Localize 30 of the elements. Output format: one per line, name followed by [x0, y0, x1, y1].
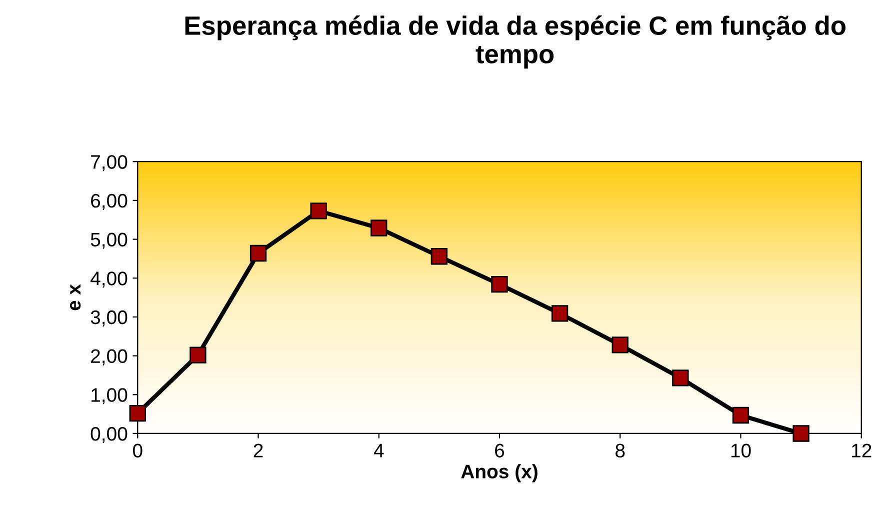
y-tick-label: 6,00: [91, 194, 128, 210]
chart-title: Esperança média de vida da espécie C em função do tempo: [185, 15, 846, 69]
point: [310, 202, 327, 220]
y-tick-label: 3,00: [90, 310, 128, 326]
point: [792, 425, 810, 442]
y-axis-title: e x: [70, 284, 81, 310]
point: [250, 244, 267, 262]
x-tick-label: 12: [852, 444, 872, 458]
y-tick-label: 7,00: [91, 155, 128, 172]
point: [672, 370, 689, 386]
point: [551, 305, 568, 322]
point: [370, 220, 388, 236]
y-tick-label: 1,00: [92, 388, 128, 404]
x-tick-label: 4: [374, 444, 384, 458]
x-tick-label: 6: [495, 444, 504, 458]
x-axis-title: Anos (x): [461, 464, 538, 482]
x-tick-label: 8: [616, 444, 625, 458]
x-tick-label: 2: [254, 444, 263, 458]
x-tick-label: 0: [132, 444, 142, 458]
point: [612, 336, 628, 354]
point: [190, 346, 206, 364]
point: [732, 406, 750, 424]
y-tick-label: 0,00: [90, 426, 128, 444]
y-tick-label: 2,00: [91, 349, 128, 366]
point: [129, 404, 146, 422]
x-tick-label: 10: [731, 444, 751, 458]
y-tick-label: 4,00: [90, 272, 128, 288]
y-tick-label: 5,00: [90, 232, 128, 249]
point: [430, 248, 448, 265]
point: [491, 276, 508, 293]
